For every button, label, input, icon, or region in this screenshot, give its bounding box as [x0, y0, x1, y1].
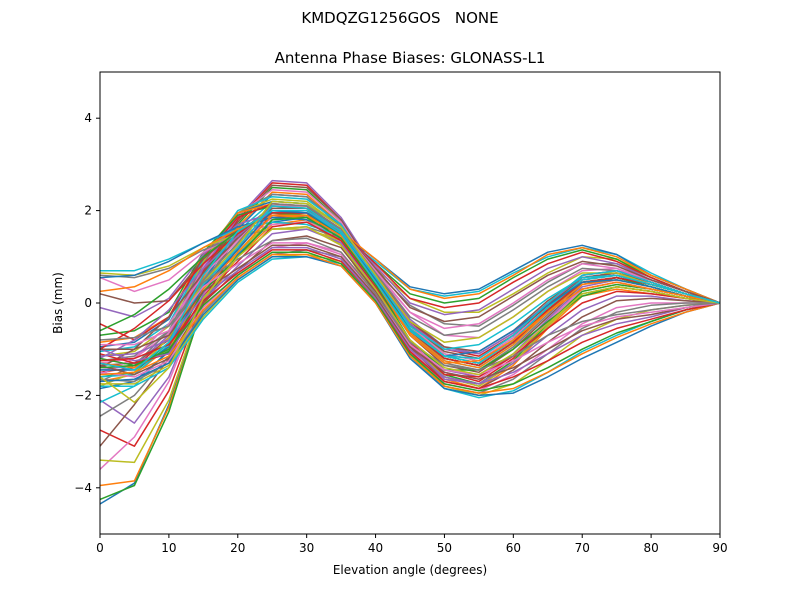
- x-tick-label: 90: [712, 541, 727, 555]
- series-line-40: [99, 205, 721, 378]
- y-tick-label: 0: [84, 296, 92, 310]
- series-line-31: [99, 216, 721, 304]
- x-tick-label: 0: [96, 541, 104, 555]
- x-axis: 0 10 20 30 40 50 60 70 80 90: [96, 534, 728, 555]
- series-line-55: [99, 246, 721, 385]
- y-axis-label: Bias (mm): [51, 272, 65, 334]
- series-line-59: [99, 226, 721, 404]
- x-tick-label: 40: [368, 541, 383, 555]
- x-tick-label: 30: [299, 541, 314, 555]
- series-line-54: [99, 249, 721, 390]
- series-line-34: [99, 212, 721, 350]
- x-tick-label: 70: [575, 541, 590, 555]
- series-line-53: [99, 251, 721, 392]
- figure-suptitle: KMDQZG1256GOS NONE: [301, 9, 499, 27]
- x-tick-label: 50: [437, 541, 452, 555]
- series-line-57: [100, 242, 721, 376]
- y-tick-label: −4: [74, 481, 92, 495]
- x-tick-label: 80: [643, 541, 658, 555]
- series-line-51: [99, 256, 721, 397]
- x-tick-label: 10: [161, 541, 176, 555]
- series-line-56: [100, 244, 721, 380]
- x-tick-label: 20: [230, 541, 245, 555]
- series-line-32: [99, 214, 721, 304]
- series-layer: [99, 179, 721, 505]
- y-axis: −4 −2 0 2 4: [74, 111, 100, 495]
- y-tick-label: 2: [84, 204, 92, 218]
- chart-title: Antenna Phase Biases: GLONASS-L1: [275, 49, 546, 67]
- series-line-60: [99, 209, 721, 371]
- series-line-52: [99, 253, 721, 394]
- series-line-58: [99, 237, 721, 371]
- series-line-36: [99, 207, 721, 369]
- x-axis-label: Elevation angle (degrees): [333, 563, 487, 577]
- series-line-33: [99, 212, 721, 332]
- series-line-35: [99, 209, 721, 360]
- series-line-42: [99, 214, 721, 369]
- y-tick-label: −2: [74, 388, 92, 402]
- y-tick-label: 4: [84, 111, 92, 125]
- x-tick-label: 60: [506, 541, 521, 555]
